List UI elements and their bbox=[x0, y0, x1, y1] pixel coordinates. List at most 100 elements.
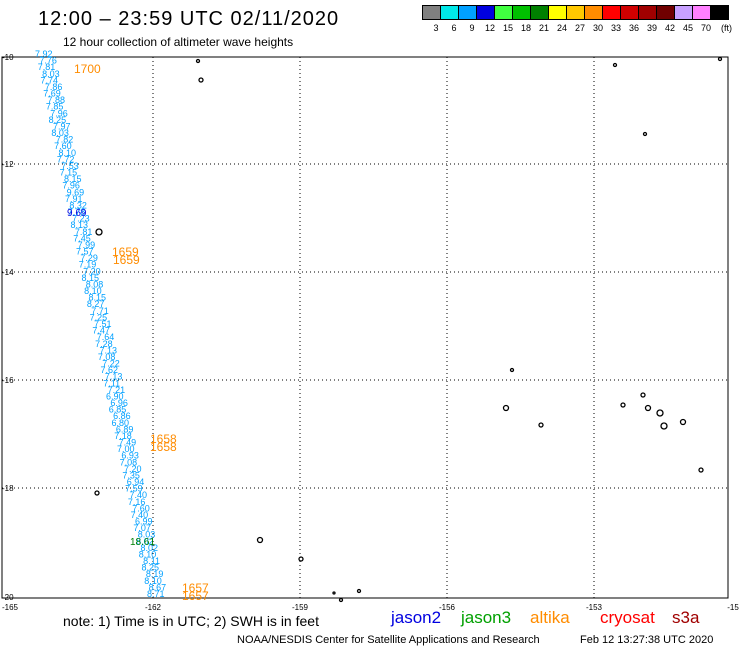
swh-track-value: 7.13 bbox=[105, 372, 123, 382]
legend-tick-label: 27 bbox=[575, 23, 586, 33]
swh-track-value: 6.90 bbox=[106, 391, 124, 401]
swh-track-value: 7.45 bbox=[73, 233, 91, 243]
island-outline bbox=[640, 392, 646, 398]
swh-track-value: 8.11 bbox=[143, 556, 160, 566]
legend-swatch bbox=[710, 5, 729, 20]
page-title: 12:00 – 23:59 UTC 02/11/2020 bbox=[38, 8, 340, 30]
island-outline bbox=[256, 536, 264, 544]
island-outline bbox=[660, 422, 668, 430]
swh-track-value: 6.86 bbox=[113, 411, 131, 421]
satellite-legend-entry: jason3 bbox=[461, 608, 512, 627]
swh-track-value: 7.51 bbox=[94, 319, 112, 329]
swh-track-value: 9.69 bbox=[67, 187, 85, 197]
legend-tick-label: 24 bbox=[557, 23, 568, 33]
swh-track-value: 7.82 bbox=[56, 135, 74, 145]
lat-tick-label: -10 bbox=[2, 53, 14, 62]
lat-tick-label: -12 bbox=[2, 160, 14, 169]
island-outline bbox=[94, 490, 100, 496]
swh-track-value: 7.08 bbox=[98, 352, 116, 362]
swh-track-value: 6.99 bbox=[135, 517, 153, 527]
wave-height-legend: 3 6 9 12 15 18 21 24 27 30 33 36 39 42 45 70 (ft) bbox=[422, 5, 732, 33]
swh-track-value: 8.19 bbox=[146, 569, 164, 579]
satellite-legend-entry: cryosat bbox=[600, 608, 655, 627]
island-outline bbox=[644, 404, 652, 412]
swh-track-value: 7.78 bbox=[68, 207, 86, 217]
pass-time-label: 1700 bbox=[74, 62, 101, 76]
lat-tick-label: -14 bbox=[2, 268, 14, 277]
swh-highlight-value: 9.69 bbox=[67, 208, 87, 219]
page-subtitle: 12 hour collection of altimeter wave hei… bbox=[63, 35, 294, 49]
swh-track-value: 7.96 bbox=[50, 108, 68, 118]
swh-track-value: 8.15 bbox=[81, 273, 99, 283]
lon-tick-label: -15 bbox=[727, 603, 739, 612]
satellite-legend-entry: altika bbox=[530, 608, 570, 627]
legend-tick-label: 36 bbox=[629, 23, 640, 33]
island-outline bbox=[620, 402, 626, 408]
legend-tick-label: 33 bbox=[611, 23, 622, 33]
swh-track-value: 8.03 bbox=[51, 128, 69, 138]
pass-time-label: 1659 bbox=[112, 245, 139, 259]
pass-time-label: 1657 bbox=[182, 581, 209, 595]
swh-track-value: 6.96 bbox=[110, 398, 128, 408]
swh-track-value: 7.13 bbox=[99, 345, 117, 355]
pass-time-label: 1658 bbox=[150, 440, 177, 454]
swh-track-value: 7.62 bbox=[101, 365, 119, 375]
island-outline bbox=[679, 418, 687, 426]
lon-tick-label: -159 bbox=[292, 603, 309, 612]
island-outline bbox=[698, 467, 704, 473]
island-outline bbox=[502, 404, 510, 412]
swh-track-value: 8.15 bbox=[89, 293, 107, 303]
island-outline bbox=[642, 131, 648, 137]
swh-track-value: 7.28 bbox=[95, 339, 113, 349]
legend-tick-label: 9 bbox=[469, 23, 475, 33]
swh-track-value: 6.85 bbox=[109, 405, 127, 415]
swh-track-value: 7.76 bbox=[39, 56, 57, 66]
island-outline bbox=[656, 409, 664, 417]
island-outline bbox=[356, 588, 362, 594]
lat-tick-label: -20 bbox=[2, 593, 14, 602]
legend-tick-label: 30 bbox=[593, 23, 604, 33]
swh-track-value: 8.02 bbox=[140, 543, 158, 553]
island-outline bbox=[509, 367, 515, 373]
swh-track-value: 8.25 bbox=[49, 115, 67, 125]
swh-track-value: 7.85 bbox=[46, 102, 64, 112]
swh-track-value: 7.60 bbox=[132, 503, 150, 513]
swh-track-value: 7.16 bbox=[128, 497, 146, 507]
swh-track-value: 8.10 bbox=[58, 148, 76, 158]
swh-track-value: 7.22 bbox=[102, 359, 120, 369]
legend-tick-label: 12 bbox=[485, 23, 496, 33]
generated-timestamp: Feb 12 13:27:38 UTC 2020 bbox=[580, 634, 714, 646]
swh-track-value: 7.40 bbox=[130, 490, 148, 500]
island-outline bbox=[338, 597, 344, 603]
pass-time-label: 1659 bbox=[113, 253, 140, 267]
swh-track-value: 8.27 bbox=[87, 299, 105, 309]
swh-track-value: 7.96 bbox=[62, 181, 80, 191]
legend-tick-label: 42 bbox=[665, 23, 676, 33]
swh-track-value: 7.64 bbox=[97, 332, 115, 342]
island-outline bbox=[198, 77, 204, 83]
swh-track-value: 8.25 bbox=[142, 563, 160, 573]
map-frame bbox=[1, 56, 729, 599]
swh-track-value: 7.00 bbox=[117, 444, 135, 454]
swh-track-value: 8.10 bbox=[84, 286, 102, 296]
swh-track-value: 8.13 bbox=[71, 220, 89, 230]
legend-swatches bbox=[422, 5, 729, 20]
lon-tick-label: -156 bbox=[439, 603, 456, 612]
swh-track-value: 8.08 bbox=[86, 279, 104, 289]
swh-track-value: 7.35 bbox=[122, 470, 140, 480]
swh-track-value: 7.53 bbox=[61, 161, 79, 171]
swh-track-value: 8.03 bbox=[138, 530, 156, 540]
swh-track-value: 6.93 bbox=[121, 451, 139, 461]
island-outline bbox=[195, 58, 201, 64]
swh-track-value: 8.02 bbox=[136, 536, 154, 546]
swh-track-value: 7.21 bbox=[108, 385, 126, 395]
swh-track-value: 7.97 bbox=[53, 121, 71, 131]
swh-track-value: 7.60 bbox=[54, 141, 72, 151]
lat-tick-label: -18 bbox=[2, 484, 14, 493]
island-outline bbox=[95, 228, 103, 236]
swh-track-value: 7.40 bbox=[131, 510, 149, 520]
credit-line: NOAA/NESDIS Center for Satellite Applica… bbox=[237, 634, 540, 646]
footer-note: note: 1) Time is in UTC; 2) SWH is in fe… bbox=[63, 613, 319, 629]
swh-track-value: 7.49 bbox=[119, 438, 137, 448]
